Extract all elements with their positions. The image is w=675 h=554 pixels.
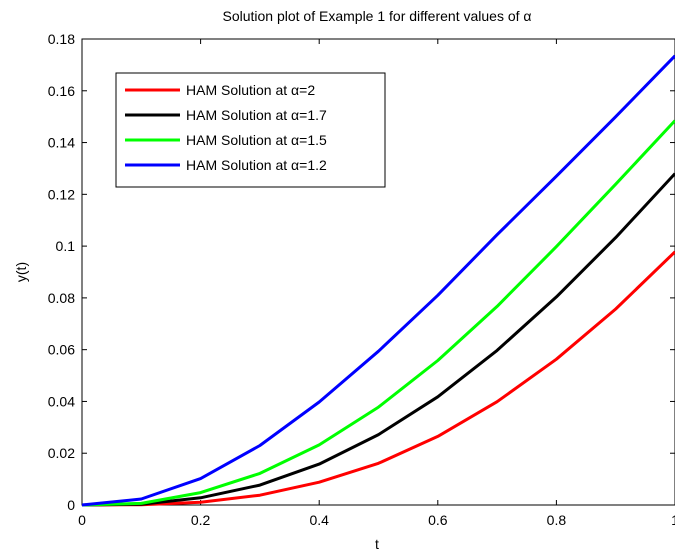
x-tick-label: 0.2 [191, 512, 211, 528]
y-tick-label: 0.04 [48, 393, 75, 409]
y-tick-label: 0.06 [48, 342, 75, 358]
y-tick-label: 0 [67, 497, 75, 513]
series-line [81, 119, 675, 507]
series-line [81, 54, 675, 507]
x-axis-label: t [375, 536, 379, 552]
series-line [81, 250, 675, 507]
y-tick-label: 0.08 [48, 290, 75, 306]
x-tick-label: 0.6 [428, 512, 448, 528]
x-tick-label: 1 [671, 512, 675, 528]
x-axis: 0 0.2 0.4 0.6 0.8 1 [78, 39, 675, 528]
y-tick-label: 0.14 [48, 135, 75, 151]
y-tick-label: 0.02 [48, 445, 75, 461]
legend-box [115, 72, 386, 188]
legend-label: HAM Solution at α=1.7 [186, 107, 327, 123]
legend-label: HAM Solution at α=2 [186, 82, 315, 98]
x-tick-label: 0.8 [547, 512, 567, 528]
legend: HAM Solution at α=2 HAM Solution at α=1.7… [115, 72, 386, 188]
legend-label: HAM Solution at α=1.5 [186, 132, 327, 148]
chart-title: Solution plot of Example 1 for different… [222, 8, 531, 24]
legend-label: HAM Solution at α=1.2 [186, 157, 327, 173]
y-axis-label: y(t) [13, 262, 29, 282]
y-tick-label: 0.12 [48, 186, 75, 202]
y-tick-label: 0.16 [48, 83, 75, 99]
series-group [81, 54, 675, 507]
y-tick-label: 0.18 [48, 31, 75, 47]
x-tick-label: 0.4 [309, 512, 329, 528]
y-tick-label: 0.1 [56, 238, 76, 254]
y-axis: 0 0.02 0.04 0.06 0.08 0.1 0.12 0.14 0.16 0.18 [48, 31, 675, 513]
x-tick-label: 0 [78, 512, 86, 528]
series-line [81, 172, 675, 507]
